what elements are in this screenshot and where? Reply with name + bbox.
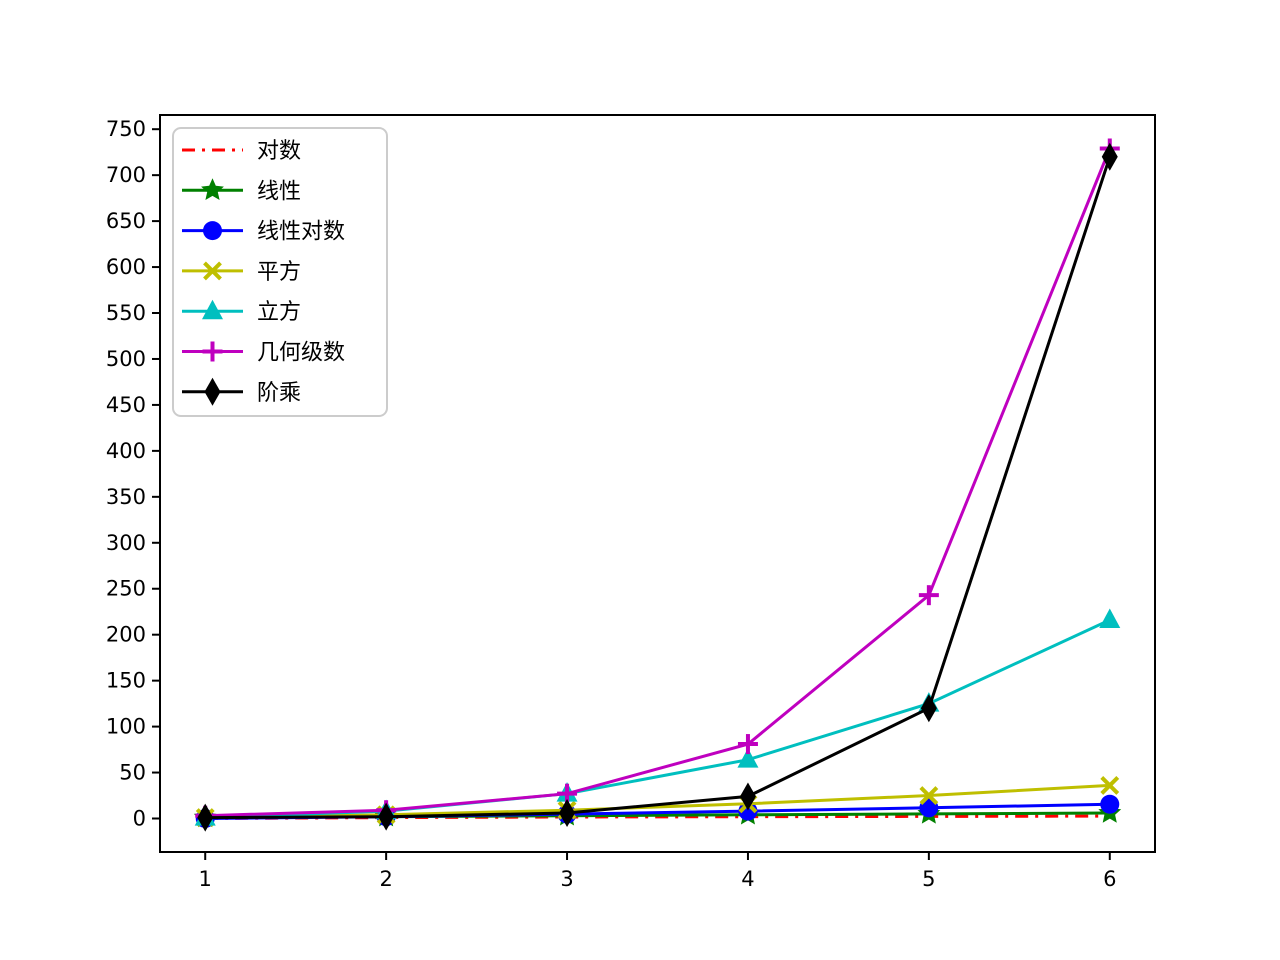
y-tick-label: 750 <box>106 117 146 141</box>
y-tick-label: 600 <box>106 255 146 279</box>
marker-thin-diamond <box>197 803 214 832</box>
marker-circle <box>1100 794 1120 814</box>
legend-label: 对数 <box>257 139 301 164</box>
x-tick-label: 1 <box>199 867 212 891</box>
marker-x <box>1100 775 1120 795</box>
y-tick-label: 300 <box>106 531 146 555</box>
marker-thin-diamond <box>920 694 937 723</box>
y-tick-label: 100 <box>106 715 146 739</box>
series-line <box>205 156 1112 820</box>
x-tick-label: 4 <box>741 867 754 891</box>
legend-label: 阶乘 <box>257 381 301 406</box>
y-tick-label: 50 <box>119 761 146 785</box>
marker-x <box>919 786 939 805</box>
y-tick-label: 250 <box>106 577 146 601</box>
legend-item: 平方 <box>182 260 301 285</box>
legend-label: 几何级数 <box>257 341 345 366</box>
marker-triangle-up <box>1099 608 1121 628</box>
legend-label: 立方 <box>257 300 301 325</box>
marker-triangle-up <box>202 299 223 320</box>
marker-thin-diamond <box>739 782 756 811</box>
x-tick-label: 5 <box>922 867 935 891</box>
legend-item: 几何级数 <box>182 341 345 366</box>
marker-thin-diamond <box>204 377 221 406</box>
series-line <box>205 147 1112 818</box>
marker-thin-diamond <box>559 798 576 827</box>
y-tick-label: 200 <box>106 623 146 647</box>
legend-box <box>172 127 388 417</box>
y-tick-label: 350 <box>106 485 146 509</box>
legend-item: 立方 <box>182 299 301 325</box>
y-tick-label: 0 <box>133 807 146 831</box>
series-line <box>205 783 1110 820</box>
y-tick-label: 400 <box>106 439 146 463</box>
y-tick-label: 450 <box>106 393 146 417</box>
y-tick-label: 650 <box>106 209 146 233</box>
legend-item: 线性对数 <box>182 220 345 245</box>
legend-item: 对数 <box>182 139 301 164</box>
marker-thin-diamond <box>378 802 395 831</box>
marker-thin-diamond <box>1101 142 1118 171</box>
x-tick-label: 3 <box>560 867 573 891</box>
y-tick-label: 550 <box>106 301 146 325</box>
y-tick-label: 150 <box>106 669 146 693</box>
legend-item: 阶乘 <box>182 377 301 406</box>
legend-item: 线性 <box>182 178 301 204</box>
x-tick-label: 6 <box>1103 867 1116 891</box>
legend-label: 线性 <box>257 179 301 204</box>
marker-triangle-up <box>737 748 759 768</box>
marker-x <box>203 261 222 281</box>
marker-star <box>201 178 224 200</box>
legend-label: 线性对数 <box>257 220 345 245</box>
y-tick-label: 700 <box>106 163 146 187</box>
x-tick-label: 2 <box>379 867 392 891</box>
y-tick-label: 500 <box>106 347 146 371</box>
axes-frame <box>159 114 1156 853</box>
marker-circle <box>203 221 222 241</box>
series-阶乘 <box>197 142 1118 832</box>
legend-label: 平方 <box>257 260 301 285</box>
